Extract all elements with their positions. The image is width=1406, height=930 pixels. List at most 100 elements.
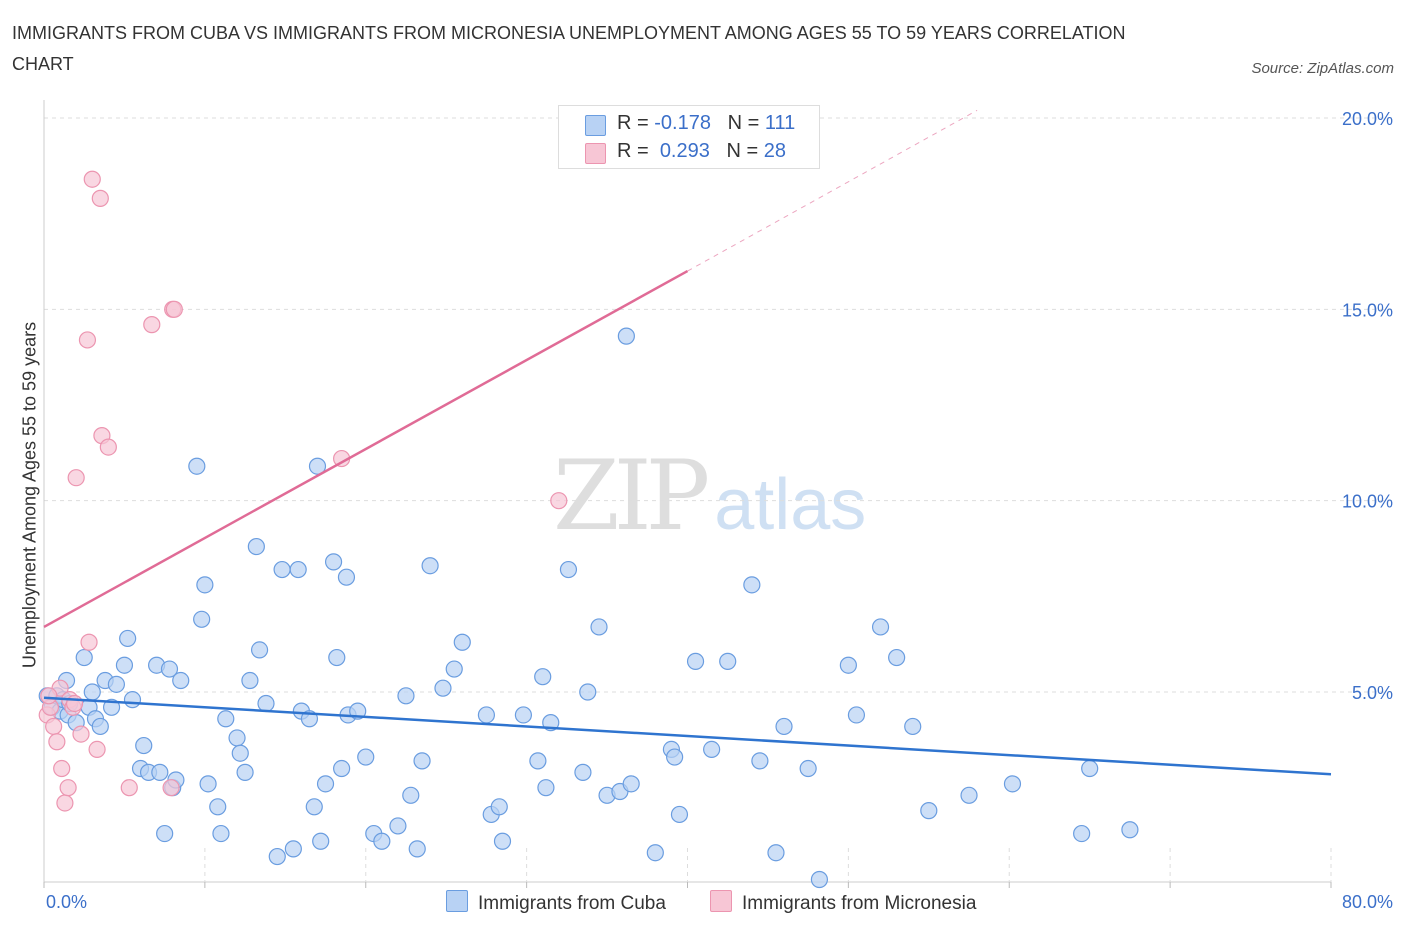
cuba-point bbox=[617, 327, 635, 345]
micronesia-point bbox=[83, 170, 101, 188]
micronesia-point bbox=[65, 694, 84, 713]
cuba-point bbox=[413, 752, 431, 770]
cuba-point bbox=[622, 775, 640, 793]
cuba-point bbox=[579, 683, 597, 701]
cuba-point bbox=[268, 847, 286, 866]
watermark: ZIP atlas bbox=[553, 440, 866, 552]
cuba-point bbox=[1003, 775, 1022, 793]
bottom-legend-micronesia: Immigrants from Micronesia bbox=[710, 890, 976, 915]
cuba-point bbox=[888, 648, 906, 667]
cuba-point bbox=[247, 537, 265, 556]
cuba-point bbox=[960, 786, 978, 804]
cuba-point bbox=[333, 759, 351, 778]
micronesia-point bbox=[53, 759, 71, 778]
cuba-point bbox=[324, 553, 343, 571]
micronesia-point bbox=[88, 740, 106, 759]
cuba-point bbox=[751, 752, 769, 770]
cuba-point bbox=[703, 740, 721, 759]
cuba-point bbox=[236, 763, 254, 781]
micronesia-point bbox=[67, 469, 85, 487]
cuba-point bbox=[107, 675, 125, 693]
legend-micronesia-n-value: 28 bbox=[763, 140, 787, 162]
cuba-point bbox=[904, 717, 922, 736]
micronesia-point bbox=[45, 717, 63, 736]
micronesia-point bbox=[40, 687, 58, 705]
legend-cuba-n-value: 111 bbox=[764, 112, 796, 134]
micronesia-point bbox=[550, 492, 568, 510]
cuba-point bbox=[373, 832, 391, 850]
cuba-point bbox=[389, 817, 407, 835]
cuba-point bbox=[212, 824, 230, 843]
y-tick-label: 15.0% bbox=[1342, 300, 1393, 320]
cuba-point bbox=[453, 633, 471, 651]
micronesia-point bbox=[165, 300, 183, 318]
cuba-point bbox=[241, 671, 259, 690]
legend-micronesia-n-label: N = bbox=[726, 140, 764, 162]
y-tick-label: 10.0% bbox=[1342, 492, 1393, 512]
cuba-point bbox=[199, 775, 217, 793]
cuba-point bbox=[719, 652, 737, 670]
cuba-point bbox=[397, 687, 415, 705]
cuba-point bbox=[871, 618, 890, 636]
cuba-point bbox=[847, 706, 866, 724]
cuba-point bbox=[188, 457, 206, 475]
cuba-point bbox=[534, 668, 552, 686]
cuba-point bbox=[646, 844, 664, 862]
cuba-point bbox=[151, 763, 169, 781]
bottom-legend-label-cuba: Immigrants from Cuba bbox=[478, 893, 666, 914]
legend-swatch-micronesia bbox=[585, 143, 606, 164]
cuba-point bbox=[119, 629, 137, 648]
cuba-point bbox=[920, 802, 938, 820]
cuba-point bbox=[316, 775, 335, 793]
cuba-point bbox=[493, 832, 512, 850]
cuba-point bbox=[196, 576, 214, 594]
cuba-point bbox=[289, 560, 307, 579]
cuba-point bbox=[839, 656, 857, 674]
cuba-point bbox=[1121, 821, 1139, 839]
cuba-point bbox=[402, 786, 420, 804]
cuba-point bbox=[308, 457, 327, 475]
micronesia-point bbox=[48, 733, 66, 751]
cuba-point bbox=[743, 576, 761, 594]
legend-micronesia-r-label: R = bbox=[617, 140, 655, 162]
cuba-point bbox=[1073, 824, 1091, 843]
micronesia-point bbox=[80, 633, 98, 651]
micronesia-trend-line bbox=[43, 269, 689, 629]
cuba-point bbox=[666, 748, 684, 766]
cuba-point bbox=[514, 706, 533, 724]
cuba-point bbox=[257, 694, 275, 713]
legend-cuba-r-label: R = bbox=[617, 112, 655, 134]
cuba-point bbox=[273, 560, 291, 579]
bottom-legend-swatch-cuba bbox=[446, 890, 468, 912]
cuba-point bbox=[590, 618, 608, 636]
micronesia-point bbox=[120, 779, 138, 797]
cuba-point bbox=[160, 660, 179, 678]
cuba-point bbox=[102, 698, 121, 716]
y-tick-label: 5.0% bbox=[1352, 683, 1393, 703]
cuba-point bbox=[775, 717, 793, 736]
cuba-point bbox=[559, 560, 578, 579]
micronesia-point bbox=[72, 725, 90, 743]
cuba-trend-line bbox=[43, 696, 1332, 776]
cuba-point bbox=[434, 679, 452, 697]
cuba-point bbox=[767, 844, 785, 862]
cuba-point bbox=[408, 840, 426, 858]
micronesia-point bbox=[99, 438, 117, 456]
chart-title: IMMIGRANTS FROM CUBA VS IMMIGRANTS FROM … bbox=[12, 23, 1126, 74]
legend-swatch-cuba bbox=[585, 115, 606, 136]
micronesia-point bbox=[162, 779, 180, 797]
watermark-zip: ZIP bbox=[553, 440, 710, 552]
stats-legend: R = -0.178 N = 111 R = 0.293 N = 28 bbox=[558, 105, 820, 169]
micronesia-point bbox=[56, 794, 74, 812]
cuba-point bbox=[670, 805, 689, 824]
cuba-point bbox=[209, 798, 227, 816]
x-tick-label: 0.0% bbox=[46, 892, 87, 912]
cuba-point bbox=[217, 710, 235, 728]
micronesia-point bbox=[59, 779, 77, 797]
cuba-point bbox=[115, 656, 134, 674]
cuba-point bbox=[228, 729, 246, 747]
x-tick-label: 80.0% bbox=[1342, 892, 1393, 912]
cuba-point bbox=[337, 568, 356, 586]
cuba-point bbox=[83, 683, 101, 701]
cuba-point bbox=[135, 736, 153, 755]
